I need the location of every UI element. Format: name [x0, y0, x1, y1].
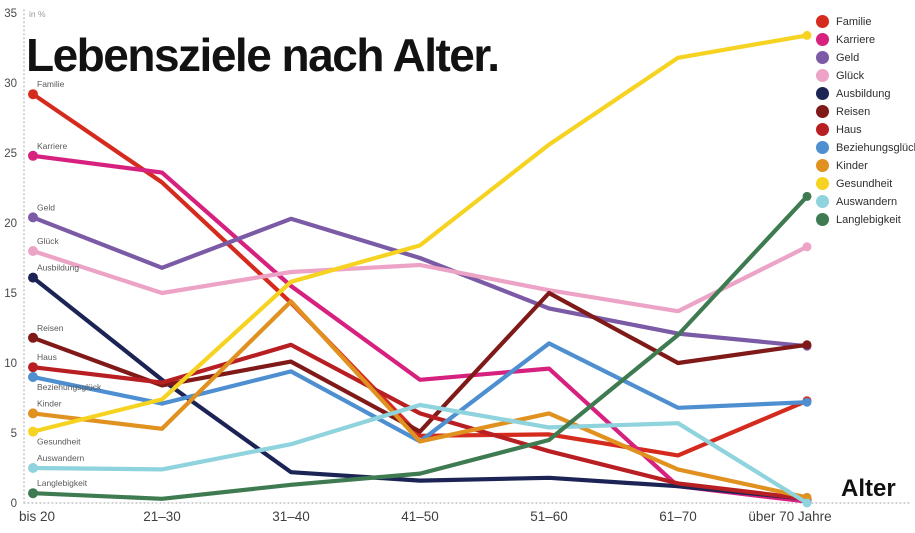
legend-dot-Haus — [816, 123, 829, 136]
legend-label-Familie: Familie — [836, 15, 872, 28]
page-title: Lebensziele nach Alter. — [26, 29, 500, 81]
series-label-Gesundheit: Gesundheit — [37, 437, 81, 447]
legend-item-Ausbildung: Ausbildung — [816, 87, 915, 100]
legend-label-Ausbildung: Ausbildung — [836, 87, 891, 100]
y-tick-label: 5 — [11, 428, 17, 440]
legend-item-Gesundheit: Gesundheit — [816, 177, 915, 190]
x-tick-label: 21–30 — [143, 509, 181, 524]
legend-label-Kinder: Kinder — [836, 159, 868, 172]
legend-dot-Beziehungsglück — [816, 141, 829, 154]
series-line-Reisen — [30, 290, 810, 434]
series-start-dot-Ausbildung — [28, 272, 38, 283]
legend-item-Langlebigkeit: Langlebigkeit — [816, 213, 915, 226]
series-label-Beziehungsglück: Beziehungsglück — [37, 382, 102, 392]
series-label-Langlebigkeit: Langlebigkeit — [37, 478, 88, 488]
legend-label-Geld: Geld — [836, 51, 860, 64]
series-line-Familie — [30, 92, 810, 458]
series-end-dot-Gesundheit — [802, 30, 812, 40]
y-tick-label: 35 — [4, 8, 17, 20]
legend-dot-Auswandern — [816, 195, 829, 208]
series-end-dot-Langlebigkeit — [802, 191, 812, 201]
legend-label-Beziehungsglück: Beziehungsglück — [836, 141, 915, 154]
legend-label-Auswandern: Auswandern — [836, 195, 898, 208]
legend-dot-Reisen — [816, 105, 829, 118]
y-axis-unit-label: in % — [29, 9, 46, 19]
x-tick-label: 31–40 — [272, 509, 310, 524]
series-line-Gesundheit — [30, 33, 810, 434]
series-label-Ausbildung: Ausbildung — [37, 263, 79, 273]
y-tick-label: 30 — [4, 78, 17, 90]
legend-item-Glück: Glück — [816, 69, 915, 82]
series-line-Kinder — [30, 299, 810, 500]
series-label-Geld: Geld — [37, 202, 55, 212]
series-start-dot-Glück — [28, 246, 38, 256]
legend-label-Karriere: Karriere — [836, 33, 876, 46]
legend-item-Geld: Geld — [816, 51, 915, 64]
series-end-dot-Auswandern — [802, 498, 812, 508]
series-end-dot-Beziehungsglück — [802, 397, 812, 407]
series-start-dot-Geld — [28, 212, 38, 223]
legend-label-Glück: Glück — [836, 69, 865, 82]
legend-item-Reisen: Reisen — [816, 105, 915, 118]
legend-item-Auswandern: Auswandern — [816, 195, 915, 208]
series-start-dot-Gesundheit — [28, 426, 38, 437]
x-axis-title: Alter — [841, 475, 896, 502]
series-start-dot-Langlebigkeit — [28, 488, 38, 499]
series-end-dot-Glück — [802, 242, 812, 252]
legend-item-Karriere: Karriere — [816, 33, 915, 46]
legend-label-Gesundheit: Gesundheit — [836, 177, 893, 190]
x-tick-label: 51–60 — [530, 509, 568, 524]
series-label-Reisen: Reisen — [37, 323, 64, 333]
x-tick-label: über 70 Jahre — [748, 509, 831, 524]
series-line-Ausbildung — [30, 275, 810, 501]
series-label-Karriere: Karriere — [37, 141, 68, 151]
series-line-Auswandern — [30, 402, 810, 506]
y-tick-label: 10 — [4, 358, 17, 370]
y-tick-label: 25 — [4, 148, 17, 160]
series-label-Glück: Glück — [37, 236, 59, 246]
series-line-Geld — [30, 215, 810, 349]
y-tick-label: 0 — [11, 498, 17, 510]
legend-dot-Langlebigkeit — [816, 213, 829, 226]
legend-label-Langlebigkeit: Langlebigkeit — [836, 213, 901, 226]
series-start-dot-Haus — [28, 362, 38, 373]
series-start-dot-Auswandern — [28, 463, 38, 473]
series-line-Glück — [30, 244, 810, 314]
legend-item-Familie: Familie — [816, 15, 915, 28]
series-line-Langlebigkeit — [30, 194, 810, 501]
series-line-Haus — [30, 342, 810, 501]
legend-dot-Karriere — [816, 33, 829, 46]
series-start-dot-Beziehungsglück — [28, 372, 38, 382]
legend-dot-Glück — [816, 69, 829, 82]
y-tick-label: 15 — [4, 288, 17, 300]
x-tick-label: 61–70 — [659, 509, 697, 524]
series-start-dot-Reisen — [28, 332, 38, 343]
legend-label-Reisen: Reisen — [836, 105, 871, 118]
legend-dot-Ausbildung — [816, 87, 829, 100]
legend-item-Kinder: Kinder — [816, 159, 915, 172]
legend-dot-Familie — [816, 15, 829, 28]
y-tick-label: 20 — [4, 218, 17, 230]
series-label-Auswandern: Auswandern — [37, 453, 85, 463]
legend-item-Beziehungsglück: Beziehungsglück — [816, 141, 915, 154]
chart-legend: Familie Karriere Geld Glück Ausbildung Reisen… — [816, 15, 915, 231]
x-tick-label: bis 20 — [19, 509, 55, 524]
series-label-Kinder: Kinder — [37, 398, 62, 408]
legend-dot-Gesundheit — [816, 177, 829, 190]
legend-dot-Kinder — [816, 159, 829, 172]
series-start-dot-Karriere — [28, 150, 38, 161]
series-start-dot-Kinder — [28, 408, 38, 419]
series-end-dot-Reisen — [802, 340, 812, 350]
legend-dot-Geld — [816, 51, 829, 64]
series-label-Familie: Familie — [37, 79, 65, 89]
x-tick-label: 41–50 — [401, 509, 439, 524]
series-label-Haus: Haus — [37, 352, 57, 362]
legend-item-Haus: Haus — [816, 123, 915, 136]
series-start-dot-Familie — [28, 89, 38, 100]
legend-label-Haus: Haus — [836, 123, 862, 136]
